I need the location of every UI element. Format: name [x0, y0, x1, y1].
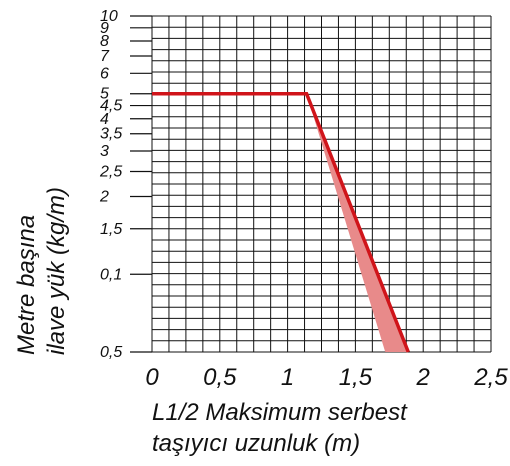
y-tick-label: 4 [100, 111, 109, 128]
y-tick-label: 2,5 [99, 163, 122, 180]
y-tick-label: 8 [100, 33, 109, 50]
y-tick-label: 10 [100, 8, 118, 25]
x-tick-label: 1,5 [339, 364, 373, 391]
x-tick-labels: 0 0,5 1 1,5 2 2,5 [145, 364, 508, 391]
grid [130, 15, 492, 353]
x-axis-title-line-1: L1/2 Maksimum serbest [152, 399, 408, 426]
x-tick-label: 2,5 [473, 364, 508, 391]
x-axis-title-line-2: taşıyıcı uzunluk (m) [152, 430, 360, 457]
y-axis-title-line-2: ilave yük (kg/m) [43, 187, 70, 355]
y-tick-label: 7 [100, 48, 110, 65]
y-tick-label: 4,5 [100, 98, 122, 115]
y-tick-label: 6 [100, 65, 109, 82]
x-tick-label: 2 [416, 364, 430, 391]
y-tick-label: 3,5 [100, 126, 122, 143]
y-tick-label: 1,5 [100, 221, 122, 238]
x-tick-label: 0 [145, 364, 159, 391]
y-tick-label: 9 [100, 20, 109, 37]
y-tick-label: 0,1 [100, 266, 122, 283]
x-tick-label: 0,5 [203, 364, 237, 391]
series-line [152, 91, 410, 353]
load-line [152, 91, 410, 353]
y-axis-title-line-1: Metre başına [13, 215, 40, 355]
y-tick-label: 5 [100, 86, 109, 103]
x-tick-label: 1 [281, 364, 294, 391]
y-tick-label: 0,5 [100, 344, 122, 361]
y-tick-label: 2 [99, 189, 109, 206]
y-tick-label: 3 [100, 143, 109, 160]
